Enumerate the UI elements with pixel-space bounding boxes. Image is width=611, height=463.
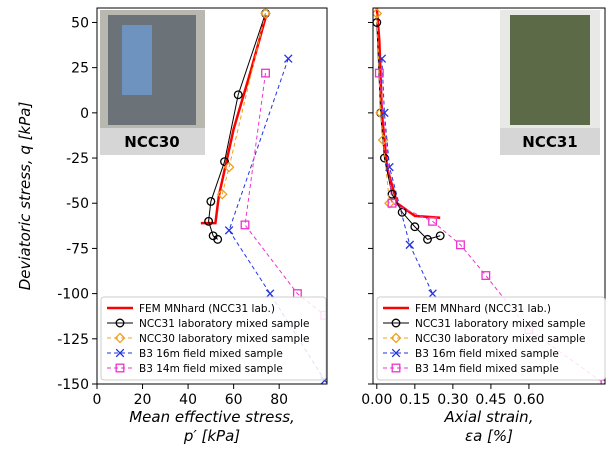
marker xyxy=(114,332,126,344)
legend-label: NCC31 laboratory mixed sample xyxy=(415,318,586,330)
marker xyxy=(261,68,270,78)
marker xyxy=(428,289,437,298)
axes: Deviatoric stress, q [kPa] Mean effective… xyxy=(16,7,328,445)
photo-ncc30: NCC30 xyxy=(100,10,205,155)
y-tick-label: -100 xyxy=(57,287,89,303)
plot-area xyxy=(373,8,605,384)
x-axis-label: Axial strain, xyxy=(444,408,534,426)
axes-frame xyxy=(372,7,606,385)
y-tick-label: -150 xyxy=(57,377,89,393)
y-tick-label: 50 xyxy=(71,15,89,31)
photo-label: NCC30 xyxy=(124,133,179,151)
x-tick-label: 0.00 xyxy=(361,392,392,408)
marker xyxy=(435,231,445,241)
marker xyxy=(397,207,407,217)
series-line xyxy=(375,8,441,219)
legend-label: B3 16m field mixed sample xyxy=(139,348,283,360)
marker xyxy=(265,289,275,298)
x-axis-label: εa [%] xyxy=(465,427,513,445)
marker xyxy=(423,234,432,244)
y-axis-label: Deviatoric stress, q [kPa] xyxy=(16,102,34,291)
marker xyxy=(284,54,293,63)
y-tick-label: -75 xyxy=(66,241,89,257)
photo-label: NCC31 xyxy=(522,133,577,151)
y-tick-label: -125 xyxy=(57,332,89,348)
legend-label: B3 14m field mixed sample xyxy=(139,363,283,375)
legend-label: FEM MNhard (NCC31 lab.) xyxy=(139,303,275,315)
axes-frame xyxy=(96,7,328,385)
marker xyxy=(206,196,216,206)
y-tick-label: 25 xyxy=(71,61,89,77)
legend-label: FEM MNhard (NCC31 lab.) xyxy=(415,303,551,315)
x-tick-label: 20 xyxy=(134,392,152,408)
marker xyxy=(410,222,420,232)
series-line xyxy=(378,73,605,384)
marker xyxy=(384,197,395,209)
x-tick-label: 0.45 xyxy=(475,392,506,408)
legend-label: B3 14m field mixed sample xyxy=(415,363,559,375)
x-tick-label: 40 xyxy=(179,392,197,408)
marker xyxy=(385,162,394,172)
marker xyxy=(220,157,229,167)
marker xyxy=(224,226,234,235)
marker xyxy=(374,68,384,78)
x-tick-label: 60 xyxy=(225,392,243,408)
marker xyxy=(428,216,438,226)
marker xyxy=(391,363,401,373)
marker xyxy=(260,8,271,19)
plot-area xyxy=(200,8,327,384)
marker xyxy=(405,240,415,250)
marker xyxy=(115,363,125,373)
legend-label: B3 16m field mixed sample xyxy=(415,348,559,360)
y-tick-label: 0 xyxy=(80,106,89,122)
legend-label: NCC31 laboratory mixed sample xyxy=(139,318,310,330)
series-line xyxy=(200,14,268,225)
marker xyxy=(115,318,125,328)
marker xyxy=(115,348,125,358)
x-axis-label: Mean effective stress, xyxy=(129,408,295,426)
series-line xyxy=(376,13,390,204)
x-tick-label: 0 xyxy=(93,392,102,408)
marker xyxy=(380,108,389,118)
legend: FEM MNhard (NCC31 lab.) NCC31 laboratory … xyxy=(100,296,327,381)
marker xyxy=(223,161,235,173)
series-line xyxy=(221,13,267,195)
x-tick-label: 80 xyxy=(270,392,288,408)
marker xyxy=(387,189,397,199)
marker xyxy=(390,332,402,344)
marker xyxy=(377,54,387,63)
marker xyxy=(391,348,401,358)
marker xyxy=(373,8,383,19)
marker xyxy=(233,90,243,100)
x-tick-label: 0.60 xyxy=(513,392,544,408)
photo-ncc31: NCC31 xyxy=(500,10,600,155)
x-tick-label: 0.15 xyxy=(399,392,430,408)
legend-label: NCC30 laboratory mixed sample xyxy=(415,333,586,345)
y-tick-label: -50 xyxy=(66,196,89,212)
x-tick-label: 0.30 xyxy=(437,392,468,408)
legend-box xyxy=(100,296,327,381)
legend-label: NCC30 laboratory mixed sample xyxy=(139,333,310,345)
marker xyxy=(204,216,214,226)
series-line xyxy=(208,13,266,240)
marker xyxy=(481,271,491,280)
marker xyxy=(391,318,401,328)
marker xyxy=(216,188,228,200)
axes: Axial strain,εa [%] 0.00 0.15 0.30 0.45 0.60 F… xyxy=(361,7,606,445)
marker xyxy=(456,240,465,250)
y-tick-label: -25 xyxy=(66,151,89,167)
marker xyxy=(387,198,397,208)
marker xyxy=(208,231,218,241)
legend-box xyxy=(376,296,606,381)
marker xyxy=(240,220,250,230)
series-line xyxy=(244,73,326,316)
x-axis-label: p′ [kPa] xyxy=(183,427,240,445)
legend: FEM MNhard (NCC31 lab.) NCC31 laboratory … xyxy=(376,296,606,381)
